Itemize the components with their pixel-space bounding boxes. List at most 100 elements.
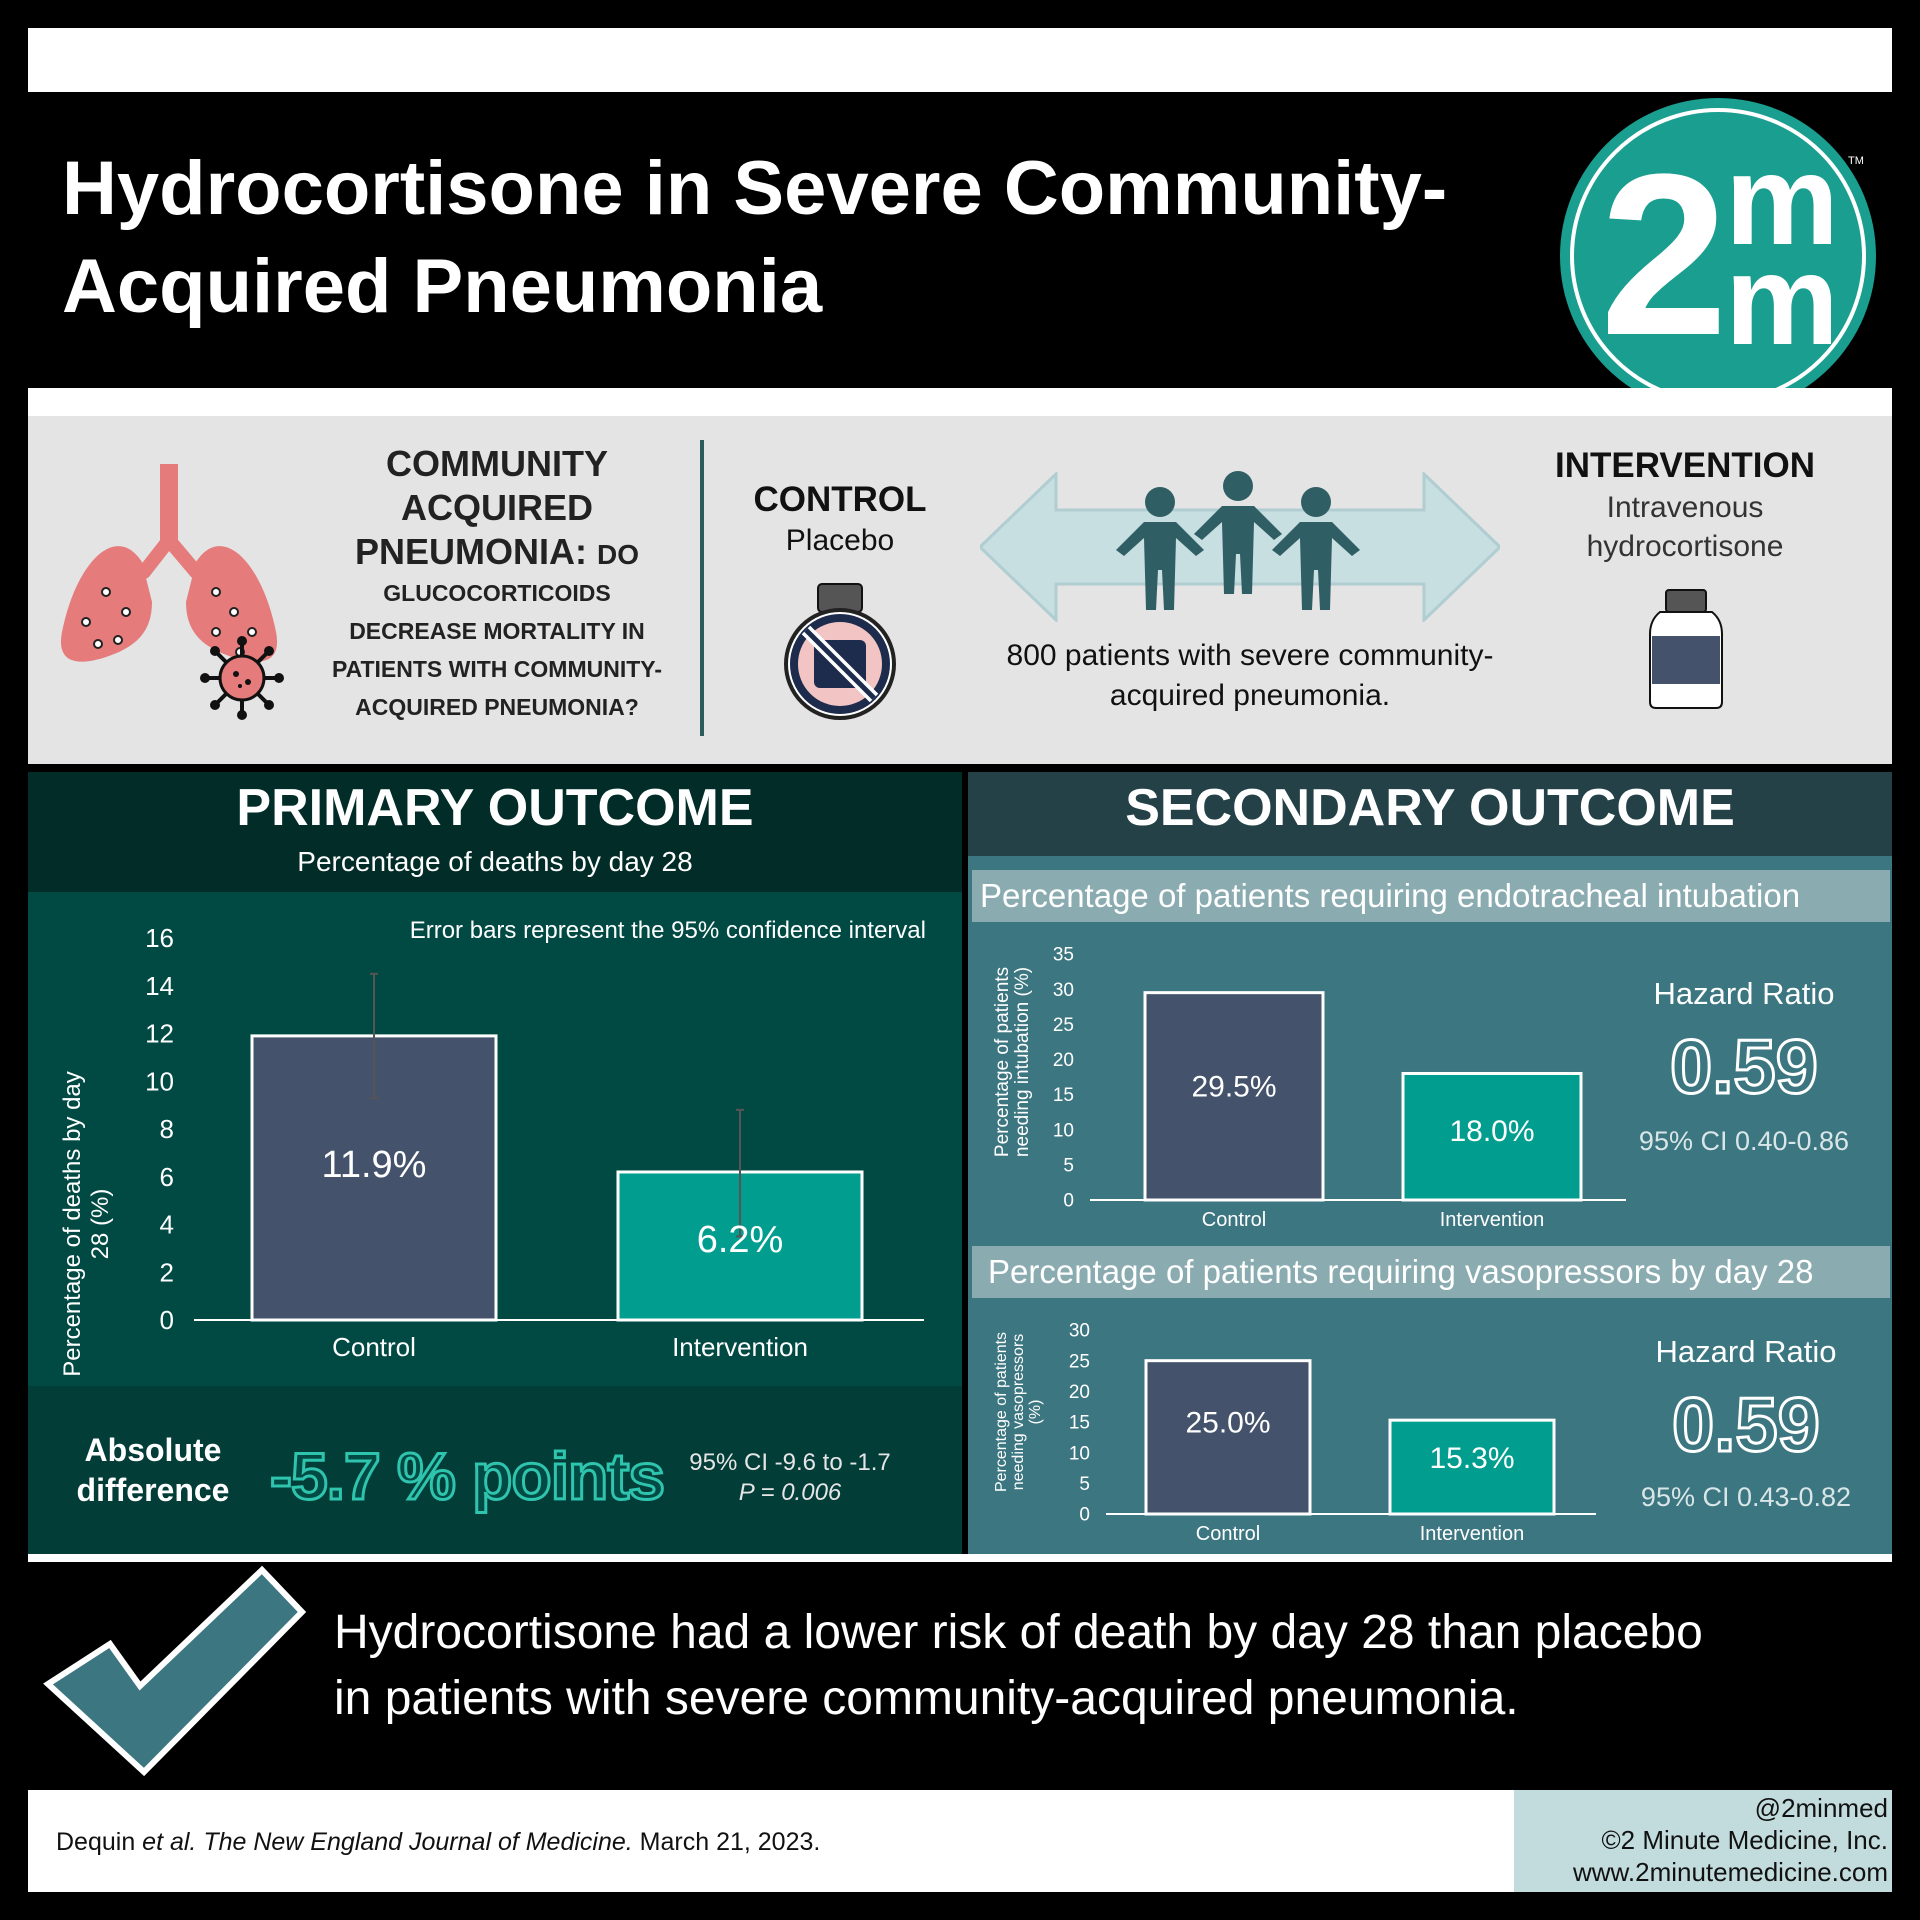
category-label: Intervention xyxy=(1440,1209,1545,1231)
abs-label-2: difference xyxy=(76,1472,230,1508)
patients-icon xyxy=(1116,471,1360,610)
question-line-7: ACQUIRED PNEUMONIA? xyxy=(355,694,639,720)
primary-outcome-chart: Error bars represent the 95% confidence … xyxy=(59,917,926,1377)
y-tick-label: 15 xyxy=(1053,1085,1074,1106)
category-label: Control xyxy=(332,1332,416,1362)
vertical-divider xyxy=(700,440,704,736)
data-label: 18.0% xyxy=(1449,1115,1534,1148)
secondary-outcome-header xyxy=(968,772,1892,856)
bar-intervention xyxy=(1388,1418,1556,1516)
logo-m-top: m xyxy=(1725,129,1839,272)
y-tick-label: 10 xyxy=(1053,1120,1074,1141)
y-tick-label: 30 xyxy=(1053,980,1074,1001)
title-line-1: Hydrocortisone in Severe Community- xyxy=(62,146,1448,231)
logo-two: 2 xyxy=(1600,126,1728,383)
intubation-title-band: Percentage of patients requiring endotra… xyxy=(972,870,1890,922)
patients-line-1: 800 patients with severe community- xyxy=(1006,639,1494,672)
y-tick-label: 12 xyxy=(145,1019,174,1049)
vasopressor-title-band: Percentage of patients requiring vasopre… xyxy=(972,1246,1890,1298)
control-heading: CONTROL xyxy=(753,480,927,519)
primary-ylabel-2: 28 (%) xyxy=(87,1189,114,1260)
y-tick-label: 0 xyxy=(1063,1191,1074,1212)
white-divider xyxy=(28,388,1892,416)
question-line-2: ACQUIRED xyxy=(400,487,593,528)
abs-label-1: Absolute xyxy=(84,1432,222,1468)
data-label: 11.9% xyxy=(322,1144,427,1186)
bar-intervention xyxy=(1401,1071,1583,1202)
primary-ylabel-1: Percentage of deaths by day xyxy=(59,1071,86,1377)
y-tick-label: 10 xyxy=(1069,1443,1090,1464)
patients-line-2: acquired pneumonia. xyxy=(1109,679,1391,712)
hr1-value: 0.59 xyxy=(1669,1024,1820,1112)
y-tick-label: 15 xyxy=(1069,1413,1090,1434)
hr2-label: Hazard Ratio xyxy=(1655,1334,1837,1369)
error-bar-note: Error bars represent the 95% confidence … xyxy=(410,917,926,944)
intubation-title: Percentage of patients requiring endotra… xyxy=(980,877,1801,914)
lungs-icon xyxy=(60,464,278,662)
y-tick-label: 0 xyxy=(1079,1505,1090,1526)
vasopressor-title: Percentage of patients requiring vasopre… xyxy=(988,1253,1814,1290)
y-tick-label: 5 xyxy=(1079,1474,1090,1495)
copyright: ©2 Minute Medicine, Inc. xyxy=(1601,1825,1888,1855)
study-question: COMMUNITY ACQUIRED PNEUMONIA: DO GLUCOCO… xyxy=(292,442,702,726)
cite-etal: et al. xyxy=(142,1828,197,1856)
social-handle: @2minmed xyxy=(1754,1793,1888,1823)
question-do: DO xyxy=(597,539,639,570)
y-tick-label: 6 xyxy=(160,1162,174,1192)
intervention-subheading: Intravenous hydrocortisone xyxy=(1520,488,1850,566)
vaso-ylabel-2: needing vasopressors xyxy=(1010,1334,1027,1491)
category-label: Intervention xyxy=(1420,1523,1525,1545)
cite-author: Dequin xyxy=(56,1828,143,1856)
study-design-panel xyxy=(28,416,1892,764)
cite-journal: The New England Journal of Medicine. xyxy=(196,1828,633,1856)
hr1-ci: 95% CI 0.40-0.86 xyxy=(1638,1126,1850,1156)
y-tick-label: 20 xyxy=(1069,1382,1090,1403)
question-line-5: DECREASE MORTALITY IN xyxy=(349,618,645,644)
title-line-2: Acquired Pneumonia xyxy=(62,244,823,329)
logo-trademark: TM xyxy=(1848,155,1864,167)
category-label: Control xyxy=(1196,1523,1260,1545)
y-tick-label: 8 xyxy=(160,1114,174,1144)
y-tick-label: 25 xyxy=(1069,1351,1090,1372)
conclusion-text: Hydrocortisone had a lower risk of death… xyxy=(334,1600,1894,1732)
conclusion-line-2: in patients with severe community-acquir… xyxy=(334,1672,1519,1725)
primary-outcome-title: PRIMARY OUTCOME xyxy=(236,779,754,837)
hr1-label: Hazard Ratio xyxy=(1653,976,1835,1011)
question-line-3: PNEUMONIA: xyxy=(354,531,587,572)
y-tick-label: 25 xyxy=(1053,1015,1074,1036)
logo-m-bottom: m xyxy=(1725,229,1839,372)
data-label: 6.2% xyxy=(697,1219,784,1261)
primary-outcome-header xyxy=(28,772,962,892)
bar-control xyxy=(1143,991,1325,1202)
virus-icon xyxy=(200,636,284,720)
data-label: 29.5% xyxy=(1191,1070,1276,1103)
website-link[interactable]: www.2minutemedicine.com xyxy=(1572,1857,1888,1887)
category-label: Intervention xyxy=(672,1332,808,1362)
page-title: Hydrocortisone in Severe Community- Acqu… xyxy=(62,140,1562,336)
y-tick-label: 14 xyxy=(145,971,174,1001)
y-tick-label: 2 xyxy=(160,1257,174,1287)
top-white-strip xyxy=(28,28,1892,92)
intubation-chart: Percentage of patients needing intubatio… xyxy=(992,945,1626,1231)
absolute-difference-value: -5.7 % points xyxy=(268,1438,666,1515)
secondary-outcome-title: SECONDARY OUTCOME xyxy=(1125,779,1735,837)
data-label: 15.3% xyxy=(1429,1442,1514,1475)
intubation-ylabel-2: needing intubation (%) xyxy=(1012,967,1033,1157)
intubation-ylabel-1: Percentage of patients xyxy=(992,967,1013,1157)
abs-ci-text: 95% CI -9.6 to -1.7 xyxy=(689,1449,891,1476)
medicine-bottle-icon xyxy=(1649,589,1723,709)
y-tick-label: 5 xyxy=(1063,1156,1074,1177)
citation: Dequin et al. The New England Journal of… xyxy=(56,1828,820,1857)
intervention-sub-1: Intravenous xyxy=(1606,491,1764,524)
y-tick-label: 4 xyxy=(160,1210,174,1240)
footer-credits: @2minmed ©2 Minute Medicine, Inc. www.2m… xyxy=(1514,1792,1888,1888)
bar-control xyxy=(1144,1359,1312,1516)
question-line-1: COMMUNITY xyxy=(386,443,608,484)
data-label: 25.0% xyxy=(1185,1407,1270,1440)
intervention-heading: INTERVENTION xyxy=(1555,446,1815,485)
vaso-ylabel-1: Percentage of patients xyxy=(993,1332,1010,1492)
conclusion-line-1: Hydrocortisone had a lower risk of death… xyxy=(334,1606,1703,1659)
abs-p-value: P = 0.006 xyxy=(738,1479,842,1506)
absolute-difference-ci: 95% CI -9.6 to -1.7 P = 0.006 xyxy=(670,1448,910,1508)
brand-logo: 2 m m TM xyxy=(1560,98,1876,414)
